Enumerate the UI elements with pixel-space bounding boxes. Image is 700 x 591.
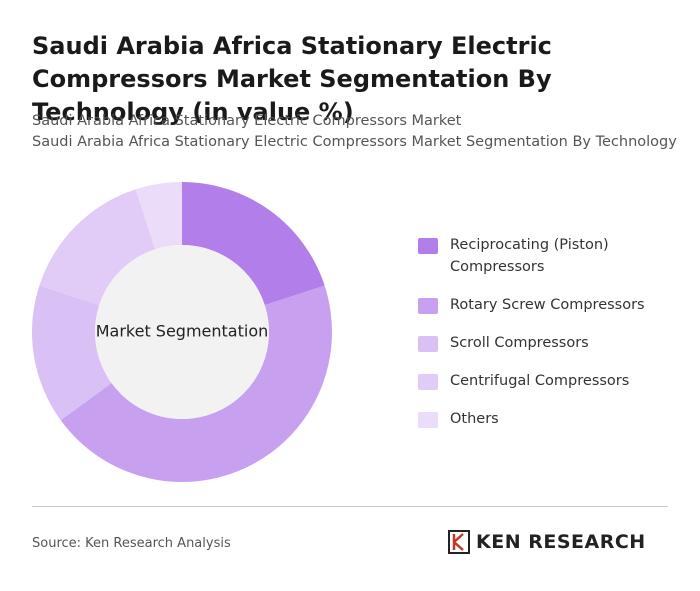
legend-item: Others xyxy=(418,408,678,430)
legend: Reciprocating (Piston) Compressors Rotary… xyxy=(418,234,678,446)
legend-label: Scroll Compressors xyxy=(450,335,589,351)
legend-swatch xyxy=(418,374,438,390)
legend-swatch xyxy=(418,412,438,428)
legend-label: Rotary Screw Compressors xyxy=(450,297,645,313)
donut-segment xyxy=(32,285,112,421)
legend-swatch xyxy=(418,298,438,314)
separator xyxy=(32,506,668,507)
legend-label: Centrifugal Compressors xyxy=(450,373,630,389)
donut-chart: Market Segmentation xyxy=(32,182,333,483)
brand-logo: KEN RESEARCH xyxy=(448,530,646,554)
donut-segment xyxy=(135,182,182,250)
subtitle: Saudi Arabia Africa Stationary Electric … xyxy=(32,113,462,129)
legend-label: Reciprocating (Piston) Compressors xyxy=(450,237,609,275)
legend-item: Scroll Compressors xyxy=(418,332,678,354)
center-label: Market Segmentation xyxy=(96,322,269,341)
legend-item: Centrifugal Compressors xyxy=(418,370,678,392)
donut-segment xyxy=(182,182,325,306)
subtitle: Saudi Arabia Africa Stationary Electric … xyxy=(32,134,677,150)
brand-text: KEN RESEARCH xyxy=(476,531,646,553)
legend-item: Reciprocating (Piston) Compressors xyxy=(418,234,678,278)
logo-icon xyxy=(448,530,470,554)
donut-segment xyxy=(60,285,333,483)
legend-item: Rotary Screw Compressors xyxy=(418,294,678,316)
source: Source: Ken Research Analysis xyxy=(32,536,231,551)
legend-swatch xyxy=(418,238,438,254)
legend-swatch xyxy=(418,336,438,352)
legend-label: Others xyxy=(450,411,499,427)
donut-hole xyxy=(95,245,269,419)
chart-title: Saudi Arabia Africa Stationary Electric … xyxy=(32,32,552,126)
donut-segment xyxy=(39,189,156,306)
